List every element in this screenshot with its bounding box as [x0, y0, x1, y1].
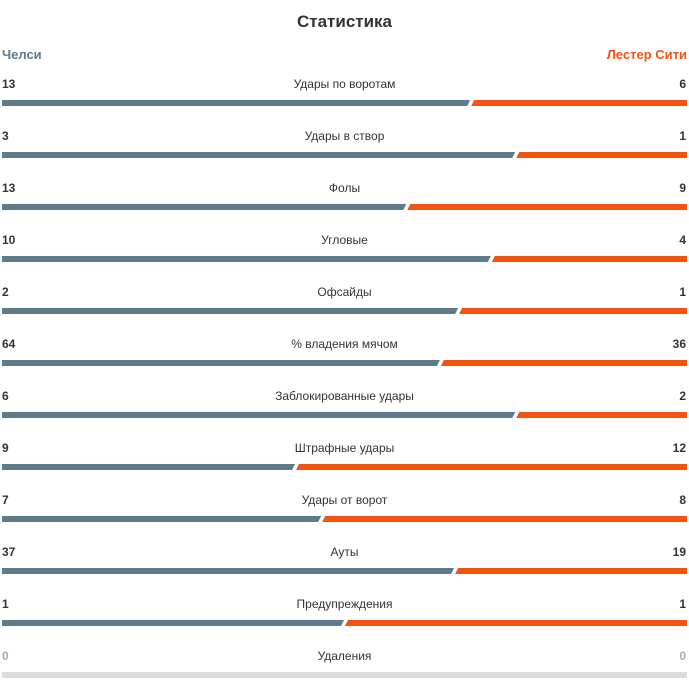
stat-bar	[2, 568, 687, 574]
stat-label: Ауты	[330, 545, 359, 559]
stat-away-value: 0	[679, 649, 686, 663]
stat-label: Штрафные удары	[294, 441, 395, 455]
stat-home-value: 13	[2, 181, 16, 195]
stat-bar-away	[491, 256, 687, 262]
stat-bar-home	[2, 516, 322, 522]
stat-bar	[2, 620, 687, 626]
stat-away-value: 4	[679, 233, 686, 247]
stat-bar	[2, 516, 687, 522]
stat-bar-home	[2, 204, 407, 210]
stat-row: 3 Удары в створ 1	[0, 129, 689, 169]
stat-bar	[2, 152, 687, 158]
stat-bar-away	[345, 620, 687, 626]
stat-row: 0 Удаления 0	[0, 649, 689, 689]
stat-label: Предупреждения	[296, 597, 393, 611]
stat-label: % владения мячом	[291, 337, 398, 351]
stat-row: 10 Угловые 4	[0, 233, 689, 273]
stat-bar-away	[516, 152, 687, 158]
stat-row: 13 Удары по воротам 6	[0, 77, 689, 117]
stat-row: 7 Удары от ворот 8	[0, 493, 689, 533]
stat-away-value: 6	[679, 77, 686, 91]
stat-row: 6 Заблокированные удары 2	[0, 389, 689, 429]
stat-home-value: 2	[2, 285, 9, 299]
stat-bar-away	[459, 308, 687, 314]
stat-bar-away	[322, 516, 687, 522]
stat-row: 9 Штрафные удары 12	[0, 441, 689, 481]
stat-bar	[2, 308, 687, 314]
stat-row: 1 Предупреждения 1	[0, 597, 689, 637]
stat-bar-away	[455, 568, 687, 574]
home-team-name[interactable]: Челси	[2, 47, 42, 62]
stat-row: 2 Офсайды 1	[0, 285, 689, 325]
stat-away-value: 19	[672, 545, 686, 559]
stat-label: Заблокированные удары	[275, 389, 414, 403]
stat-home-value: 13	[2, 77, 16, 91]
stat-bar	[2, 256, 687, 262]
stat-home-value: 64	[2, 337, 16, 351]
stat-away-value: 9	[679, 181, 686, 195]
stat-bar-away	[440, 360, 687, 366]
stat-row: 64 % владения мячом 36	[0, 337, 689, 377]
stat-away-value: 1	[679, 285, 686, 299]
stat-bar-away	[296, 464, 687, 470]
stat-home-value: 10	[2, 233, 16, 247]
stat-label: Фолы	[328, 181, 361, 195]
stat-label: Удары в створ	[304, 129, 385, 143]
stat-bar	[2, 360, 687, 366]
stat-home-value: 9	[2, 441, 9, 455]
stat-label: Удары по воротам	[293, 77, 396, 91]
stat-bar	[2, 464, 687, 470]
stat-home-value: 0	[2, 649, 9, 663]
stat-bar-away	[471, 100, 687, 106]
stat-label: Угловые	[321, 233, 368, 247]
stat-bar-home	[2, 100, 471, 106]
stat-bar-home	[2, 360, 440, 366]
stat-row: 13 Фолы 9	[0, 181, 689, 221]
stat-bar-empty	[2, 672, 687, 678]
stat-label: Удаления	[317, 649, 372, 663]
stat-bar-home	[2, 620, 344, 626]
stat-home-value: 3	[2, 129, 9, 143]
stat-bar-home	[2, 308, 459, 314]
stat-away-value: 2	[679, 389, 686, 403]
stat-away-value: 8	[679, 493, 686, 507]
stat-bar-home	[2, 464, 296, 470]
stat-bar-home	[2, 568, 455, 574]
stat-bar	[2, 204, 687, 210]
stat-away-value: 12	[672, 441, 686, 455]
stat-away-value: 36	[672, 337, 686, 351]
stat-home-value: 6	[2, 389, 9, 403]
stat-bar	[2, 672, 687, 678]
stat-label: Офсайды	[317, 285, 372, 299]
stat-bar	[2, 412, 687, 418]
away-team-name[interactable]: Лестер Сити	[606, 47, 687, 62]
stat-bar-away	[407, 204, 687, 210]
stat-home-value: 1	[2, 597, 9, 611]
stat-away-value: 1	[679, 129, 686, 143]
stat-home-value: 7	[2, 493, 9, 507]
stat-away-value: 1	[679, 597, 686, 611]
stat-label: Удары от ворот	[301, 493, 388, 507]
stat-row: 37 Ауты 19	[0, 545, 689, 585]
stat-bar-away	[516, 412, 687, 418]
stat-bar-home	[2, 152, 516, 158]
page-title: Статистика	[296, 12, 393, 31]
stat-bar-home	[2, 412, 516, 418]
stat-bar	[2, 100, 687, 106]
stat-home-value: 37	[2, 545, 16, 559]
stat-bar-home	[2, 256, 491, 262]
